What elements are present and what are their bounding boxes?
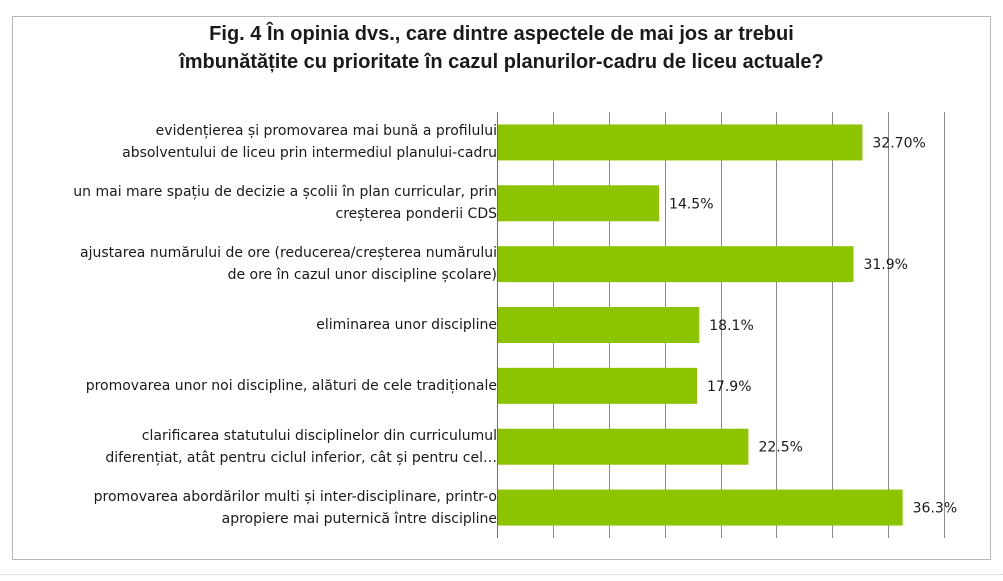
category-label-line: de ore în cazul unor discipline școlare) (227, 267, 497, 284)
chart-title-line-1: Fig. 4 În opinia dvs., care dintre aspec… (209, 23, 794, 45)
bar (497, 489, 903, 526)
bar (497, 185, 660, 222)
category-label: evidențierea și promovarea mai bună a pr… (27, 120, 497, 164)
category-label-line: promovarea unor noi discipline, alături … (85, 377, 497, 394)
bar (497, 367, 698, 404)
data-label: 36.3% (913, 501, 957, 517)
bar (497, 246, 854, 283)
category-label: eliminarea unor discipline (27, 314, 497, 336)
category-label-line: diferențiat, atât pentru ciclul inferior… (105, 449, 497, 466)
category-label: ajustarea numărului de ore (reducerea/cr… (27, 242, 497, 286)
data-label: 18.1% (709, 318, 753, 334)
category-label: promovarea abordărilor multi și inter-di… (27, 486, 497, 530)
category-label-line: promovarea abordărilor multi și inter-di… (93, 488, 497, 505)
category-label-line: clarificarea statutului disciplinelor di… (141, 427, 497, 444)
category-label: clarificarea statutului disciplinelor di… (27, 425, 497, 469)
category-label-line: absolventului de liceu prin intermediul … (122, 145, 497, 162)
chart-title: Fig. 4 În opinia dvs., care dintre aspec… (0, 20, 1003, 76)
category-label-line: evidențierea și promovarea mai bună a pr… (155, 123, 497, 140)
data-label: 17.9% (707, 379, 751, 395)
category-label: un mai mare spațiu de decizie a școlii î… (27, 181, 497, 225)
category-label-line: creșterea ponderii CDS (335, 206, 498, 223)
chart-title-line-2: îmbunătățite cu prioritate în cazul plan… (179, 51, 824, 73)
category-label-line: apropiere mai puternică între discipline (221, 510, 497, 527)
category-label: promovarea unor noi discipline, alături … (27, 375, 497, 397)
category-label-line: un mai mare spațiu de decizie a școlii î… (73, 184, 497, 201)
data-label: 32.70% (872, 135, 925, 151)
data-label: 22.5% (758, 440, 802, 456)
data-label: 14.5% (669, 196, 713, 212)
bottom-divider (0, 574, 1003, 575)
bar (497, 307, 700, 343)
data-label: 31.9% (863, 257, 907, 273)
category-label-line: ajustarea numărului de ore (reducerea/cr… (80, 245, 497, 262)
category-label-line: eliminarea unor discipline (316, 317, 497, 333)
bar (497, 124, 863, 161)
bar (497, 428, 749, 465)
chart-frame (12, 16, 991, 560)
